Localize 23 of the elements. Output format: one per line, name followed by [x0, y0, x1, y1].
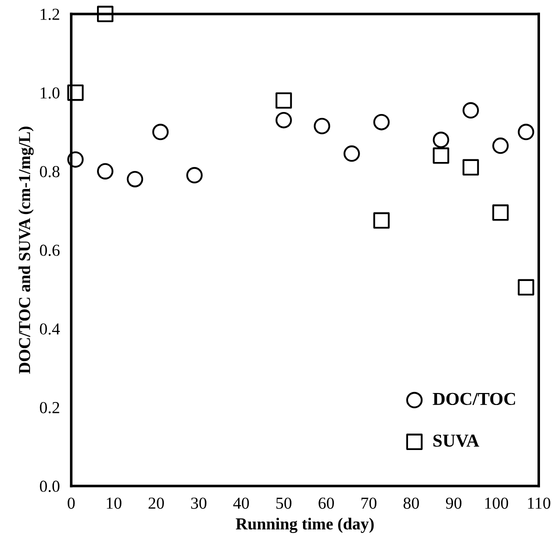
y-tick-label: 1.2: [40, 8, 60, 20]
x-tick-label: 20: [148, 498, 164, 509]
x-tick-label: 10: [106, 498, 122, 509]
legend-label: SUVA: [433, 434, 480, 447]
y-tick-label: 0.2: [40, 402, 60, 414]
y-tick-label: 0.8: [40, 166, 60, 178]
x-tick-label: 110: [528, 498, 550, 509]
x-tick-label: 80: [404, 498, 419, 509]
x-tick-label: 90: [446, 498, 462, 509]
x-tick-label: 0: [68, 498, 75, 509]
x-tick-label: 40: [233, 498, 249, 509]
x-tick-label: 70: [362, 498, 376, 509]
y-tick-label: 0.4: [40, 323, 60, 335]
x-tick-label: 30: [191, 498, 206, 509]
y-tick-label: 1.0: [40, 87, 60, 99]
x-tick-label: 100: [485, 498, 508, 509]
y-tick-label: 0.6: [40, 244, 60, 256]
y-tick-label: 0.0: [40, 480, 60, 492]
x-tick-label: 50: [276, 498, 292, 509]
y-axis-title: DOC/TOC and SUVA (cm-1/mg/L): [18, 126, 34, 374]
x-tick-label: 60: [318, 498, 334, 509]
legend-label: DOC/TOC: [432, 392, 516, 406]
x-axis-title: Running time (day): [236, 518, 374, 534]
